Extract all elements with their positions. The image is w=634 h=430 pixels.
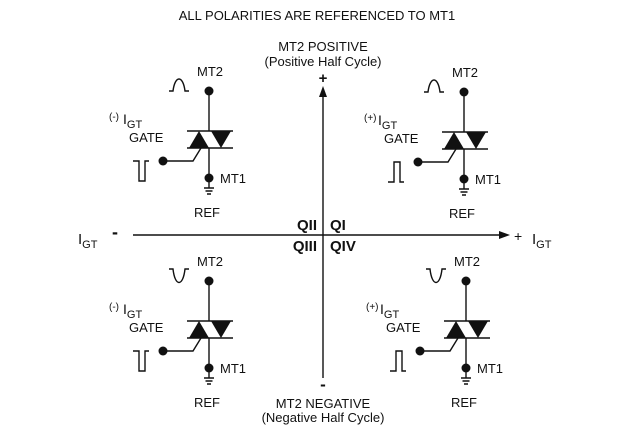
gate-label: GATE: [384, 131, 419, 146]
gate-polarity-label: (-): [109, 302, 119, 313]
triac-up-triangle: [189, 131, 209, 148]
bottom-label-line2: (Negative Half Cycle): [262, 410, 385, 425]
x-right-sign: +: [514, 228, 522, 244]
gate-terminal-dot: [415, 346, 425, 356]
x-right-label: IGT: [532, 231, 552, 251]
mt2-terminal-dot: [204, 86, 214, 96]
positive-gate-pulse-icon: [388, 161, 404, 183]
positive-half-cycle-icon: [424, 79, 444, 93]
bottom-label-line1: MT2 NEGATIVE: [276, 396, 371, 411]
triac-up-triangle: [446, 321, 466, 338]
gate-polarity-label: (+): [364, 113, 377, 124]
igt-label: IGT: [380, 301, 399, 321]
x-left-sign: -: [112, 222, 118, 242]
triac-down-triangle: [466, 132, 486, 149]
gate-polarity-label: (+): [366, 302, 379, 313]
quadrant-1-label: QI: [330, 217, 346, 234]
gate-lead: [163, 147, 202, 162]
ref-label: REF: [194, 205, 220, 220]
mt1-label: MT1: [220, 171, 246, 186]
mt2-label: MT2: [452, 65, 478, 80]
triac-down-triangle: [468, 321, 488, 338]
triac-up-triangle: [444, 132, 464, 149]
bottom-sign: -: [320, 375, 326, 394]
igt-label: IGT: [378, 112, 397, 132]
gate-terminal-dot: [158, 346, 168, 356]
gate-terminal-dot: [413, 157, 423, 167]
igt-label: IGT: [123, 111, 142, 131]
triac-up-triangle: [189, 321, 209, 338]
negative-gate-pulse-icon: [133, 350, 149, 372]
ref-label: REF: [449, 206, 475, 221]
triac-down-triangle: [211, 131, 231, 148]
mt2-terminal-dot: [459, 87, 469, 97]
vertical-axis-arrow: [319, 86, 327, 97]
negative-half-cycle-icon: [169, 268, 189, 284]
gate-label: GATE: [386, 320, 421, 335]
igt-label: IGT: [123, 301, 142, 321]
mt2-terminal-dot: [461, 276, 471, 286]
quadrant-2-label: QII: [297, 217, 317, 234]
mt2-label: MT2: [454, 254, 480, 269]
top-label-line2: (Positive Half Cycle): [264, 54, 381, 69]
ground-icon: [204, 368, 214, 385]
mt2-label: MT2: [197, 64, 223, 79]
quadrant-3-label: QIII: [293, 238, 317, 255]
gate-polarity-label: (-): [109, 112, 119, 123]
ref-label: REF: [451, 395, 477, 410]
diagram-title: ALL POLARITIES ARE REFERENCED TO MT1: [179, 8, 455, 23]
gate-terminal-dot: [158, 156, 168, 166]
positive-half-cycle-icon: [169, 78, 189, 92]
ground-icon: [459, 179, 469, 196]
mt1-label: MT1: [477, 361, 503, 376]
gate-lead: [418, 148, 457, 163]
gate-label: GATE: [129, 130, 164, 145]
mt1-label: MT1: [475, 172, 501, 187]
ground-icon: [461, 368, 471, 385]
negative-gate-pulse-icon: [133, 160, 149, 182]
positive-gate-pulse-icon: [390, 350, 406, 372]
top-sign: +: [319, 70, 328, 87]
gate-lead: [163, 337, 202, 352]
quadrant-4-label: QIV: [330, 238, 356, 255]
mt2-label: MT2: [197, 254, 223, 269]
ground-icon: [204, 178, 214, 195]
gate-lead: [420, 337, 459, 352]
mt1-label: MT1: [220, 361, 246, 376]
mt2-terminal-dot: [204, 276, 214, 286]
ref-label: REF: [194, 395, 220, 410]
top-label-line1: MT2 POSITIVE: [278, 39, 368, 54]
x-left-label: IGT: [78, 231, 98, 251]
triac-down-triangle: [211, 321, 231, 338]
horizontal-axis-arrow: [499, 231, 510, 239]
negative-half-cycle-icon: [426, 268, 446, 284]
gate-label: GATE: [129, 320, 164, 335]
